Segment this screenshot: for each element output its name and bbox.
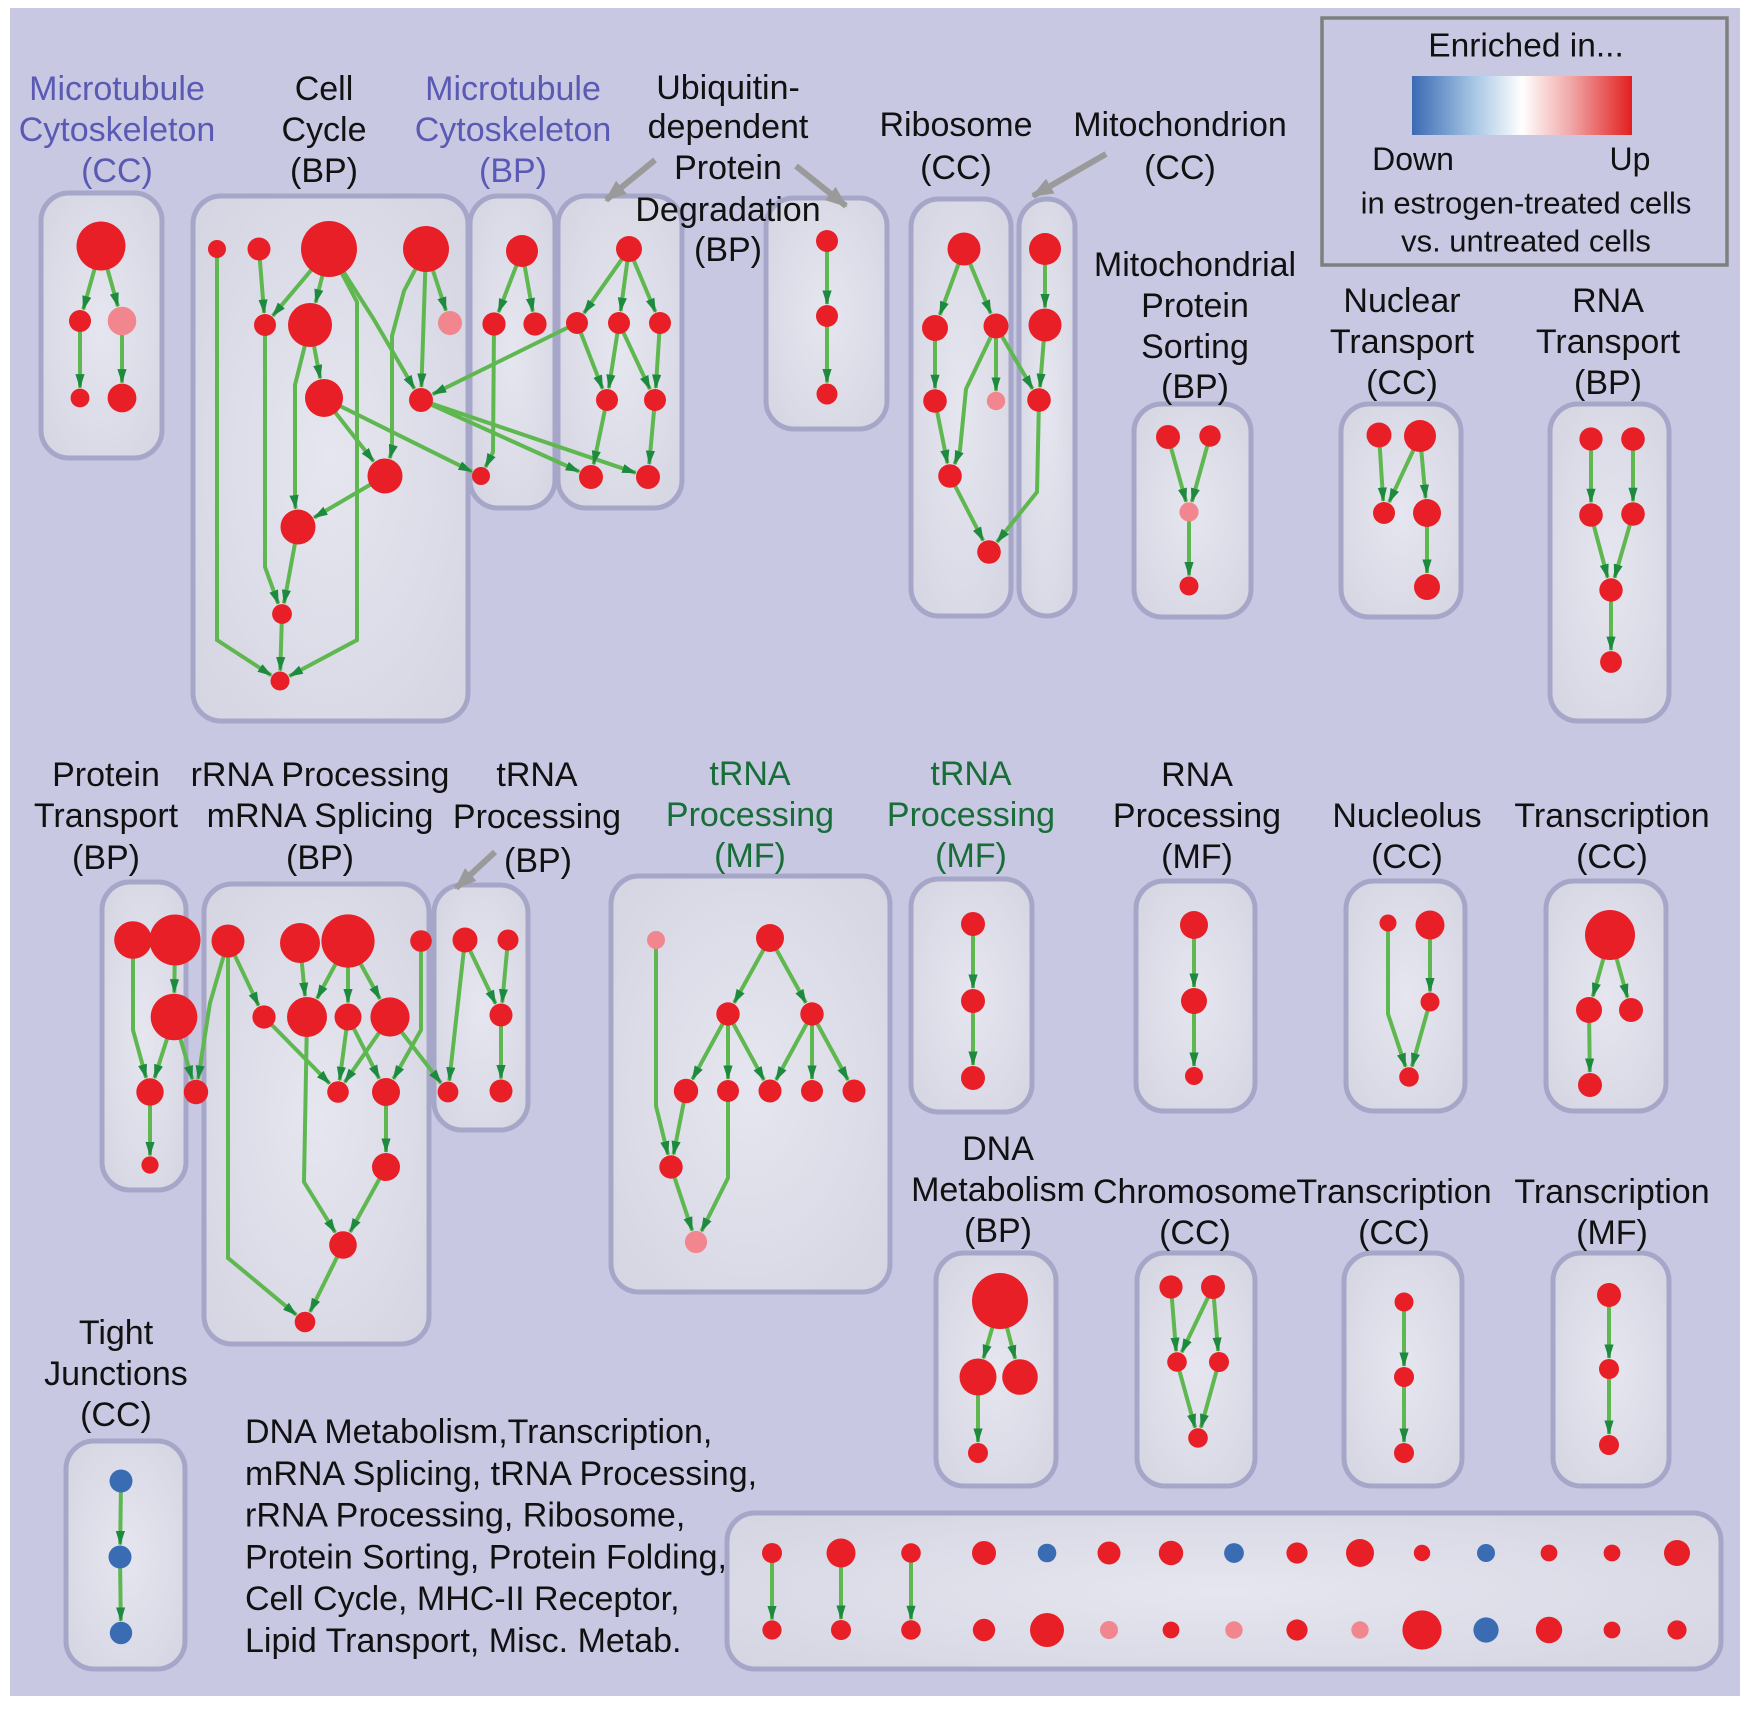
svg-text:Protein Sorting, Protein Foldi: Protein Sorting, Protein Folding,	[245, 1538, 727, 1576]
svg-text:(BP): (BP)	[1574, 364, 1642, 402]
svg-text:(CC): (CC)	[1144, 149, 1216, 187]
svg-text:tRNA: tRNA	[709, 755, 791, 793]
svg-text:Transcription: Transcription	[1296, 1173, 1491, 1211]
svg-text:Processing: Processing	[453, 798, 621, 836]
svg-text:rRNA Processing, Ribosome,: rRNA Processing, Ribosome,	[245, 1497, 685, 1535]
svg-text:Mitochondrion: Mitochondrion	[1073, 106, 1287, 144]
svg-text:Protein: Protein	[674, 149, 782, 187]
svg-text:(CC): (CC)	[1159, 1214, 1231, 1252]
svg-text:DNA: DNA	[962, 1130, 1034, 1168]
svg-text:tRNA: tRNA	[496, 756, 578, 794]
svg-text:(MF): (MF)	[1161, 838, 1233, 876]
svg-text:(MF): (MF)	[935, 837, 1007, 875]
svg-text:(CC): (CC)	[81, 152, 153, 190]
svg-text:mRNA Splicing, tRNA Processing: mRNA Splicing, tRNA Processing,	[245, 1455, 757, 1493]
svg-text:Transcription: Transcription	[1514, 1173, 1709, 1211]
svg-text:Protein: Protein	[52, 756, 160, 794]
svg-text:Sorting: Sorting	[1141, 328, 1249, 366]
svg-text:Processing: Processing	[887, 796, 1055, 834]
svg-text:Tight: Tight	[79, 1314, 154, 1352]
svg-text:(CC): (CC)	[1358, 1214, 1430, 1252]
svg-text:DNA Metabolism,Transcription,: DNA Metabolism,Transcription,	[245, 1413, 712, 1451]
svg-text:Chromosome: Chromosome	[1093, 1173, 1297, 1211]
svg-text:dependent: dependent	[648, 108, 809, 146]
svg-text:Cytoskeleton: Cytoskeleton	[19, 111, 216, 149]
svg-text:Protein: Protein	[1141, 287, 1249, 325]
svg-text:(BP): (BP)	[286, 839, 354, 877]
svg-text:Degradation: Degradation	[635, 191, 820, 229]
svg-text:in estrogen-treated cells: in estrogen-treated cells	[1361, 186, 1692, 221]
svg-text:(BP): (BP)	[964, 1212, 1032, 1250]
svg-text:rRNA Processing: rRNA Processing	[191, 756, 450, 794]
svg-text:Ribosome: Ribosome	[879, 106, 1032, 144]
svg-text:Microtubule: Microtubule	[29, 70, 205, 108]
svg-text:Up: Up	[1610, 141, 1651, 177]
svg-text:(BP): (BP)	[694, 231, 762, 269]
svg-text:(BP): (BP)	[290, 152, 358, 190]
svg-text:vs. untreated cells: vs. untreated cells	[1401, 224, 1651, 259]
svg-text:RNA: RNA	[1572, 282, 1644, 320]
svg-text:(MF): (MF)	[714, 837, 786, 875]
svg-text:Junctions: Junctions	[44, 1355, 188, 1393]
svg-text:Mitochondrial: Mitochondrial	[1094, 246, 1296, 284]
svg-text:Metabolism: Metabolism	[911, 1171, 1085, 1209]
svg-text:Transport: Transport	[1330, 323, 1475, 361]
svg-text:(CC): (CC)	[920, 149, 992, 187]
svg-text:Cell Cycle, MHC-II Receptor,: Cell Cycle, MHC-II Receptor,	[245, 1580, 680, 1618]
svg-text:Cycle: Cycle	[281, 111, 366, 149]
svg-text:Processing: Processing	[666, 796, 834, 834]
svg-text:Down: Down	[1372, 141, 1454, 177]
svg-text:(CC): (CC)	[1366, 364, 1438, 402]
svg-text:Lipid Transport, Misc. Metab.: Lipid Transport, Misc. Metab.	[245, 1622, 682, 1660]
svg-text:(BP): (BP)	[1161, 368, 1229, 406]
svg-text:(BP): (BP)	[504, 842, 572, 880]
svg-text:mRNA Splicing: mRNA Splicing	[207, 797, 434, 835]
svg-text:tRNA: tRNA	[930, 755, 1012, 793]
svg-text:RNA: RNA	[1161, 756, 1233, 794]
svg-text:(BP): (BP)	[479, 152, 547, 190]
svg-text:Transcription: Transcription	[1514, 797, 1709, 835]
svg-text:Microtubule: Microtubule	[425, 70, 601, 108]
svg-text:Transport: Transport	[34, 797, 179, 835]
svg-text:Cytoskeleton: Cytoskeleton	[415, 111, 612, 149]
svg-text:Nuclear: Nuclear	[1343, 282, 1460, 320]
svg-text:(CC): (CC)	[1576, 838, 1648, 876]
svg-text:Transport: Transport	[1536, 323, 1681, 361]
svg-text:Enriched in...: Enriched in...	[1428, 28, 1624, 65]
svg-text:Nucleolus: Nucleolus	[1332, 797, 1481, 835]
svg-text:Ubiquitin-: Ubiquitin-	[656, 69, 800, 107]
svg-text:(CC): (CC)	[1371, 838, 1443, 876]
svg-text:(BP): (BP)	[72, 839, 140, 877]
svg-text:(MF): (MF)	[1576, 1214, 1648, 1252]
svg-text:(CC): (CC)	[80, 1396, 152, 1434]
svg-text:Cell: Cell	[295, 70, 354, 108]
svg-text:Processing: Processing	[1113, 797, 1281, 835]
